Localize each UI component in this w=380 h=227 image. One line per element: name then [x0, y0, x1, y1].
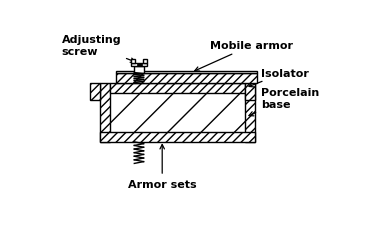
Bar — [131, 60, 135, 64]
Text: Armor sets: Armor sets — [128, 145, 196, 189]
Bar — [131, 64, 147, 67]
Text: Adjusting
screw: Adjusting screw — [62, 35, 135, 63]
Text: Mobile armor: Mobile armor — [195, 41, 293, 72]
Bar — [100, 132, 255, 142]
Bar — [143, 60, 147, 64]
Text: Isolator: Isolator — [249, 68, 309, 88]
Bar — [137, 64, 142, 67]
Bar — [100, 83, 110, 142]
Bar — [245, 83, 255, 100]
Bar — [110, 93, 245, 132]
Bar — [245, 83, 255, 142]
Bar — [116, 74, 257, 83]
Bar — [90, 83, 100, 100]
Text: Porcelain
base: Porcelain base — [249, 88, 319, 116]
Bar — [110, 83, 245, 93]
Bar — [116, 72, 257, 74]
Bar — [133, 67, 144, 73]
